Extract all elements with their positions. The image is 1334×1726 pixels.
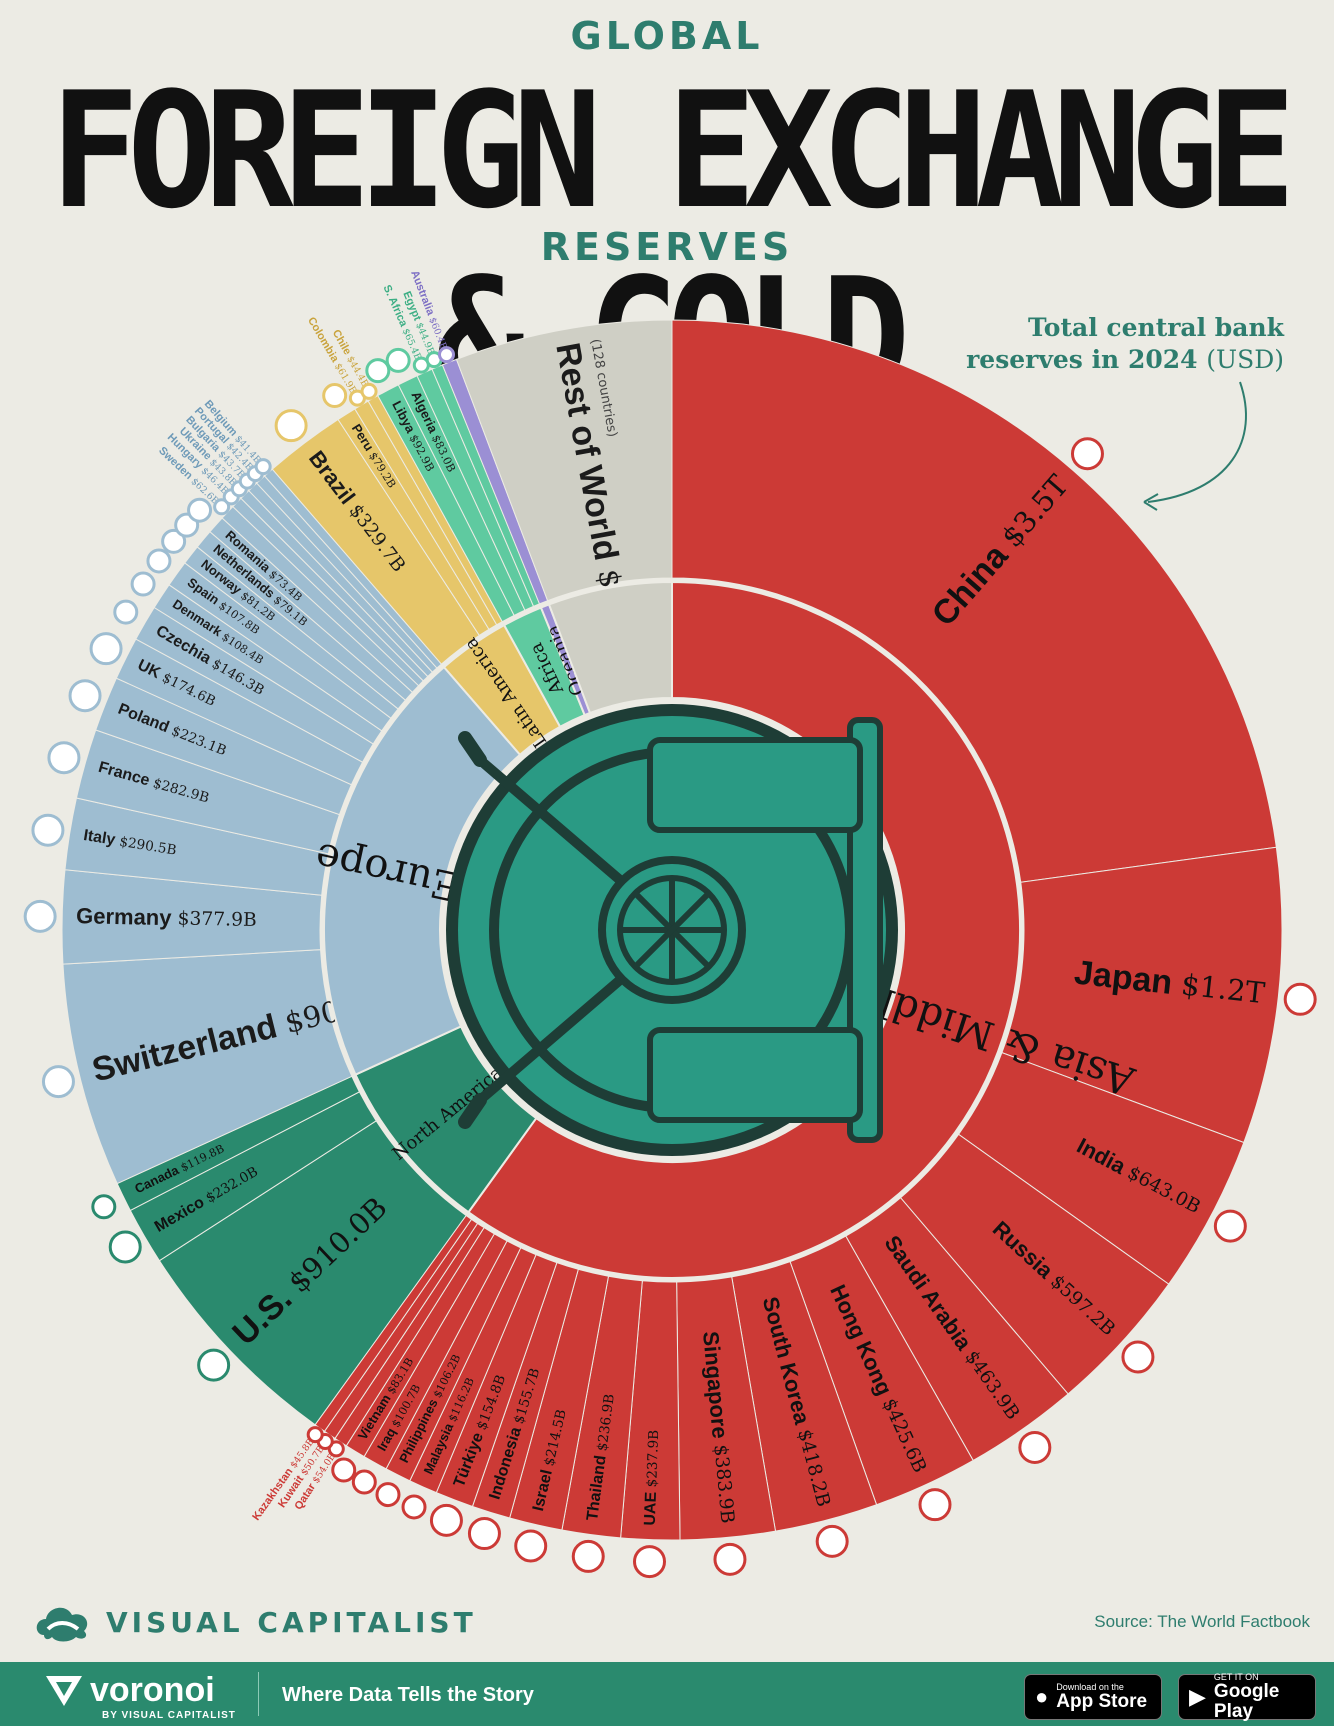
voronoi-name: voronoi	[90, 1671, 215, 1709]
country-flag-icon	[385, 347, 411, 373]
country-flag-icon	[331, 1457, 357, 1483]
country-flag-icon	[23, 899, 57, 933]
voronoi-icon	[46, 1676, 82, 1706]
country-flag-icon	[918, 1488, 952, 1522]
country-flag-icon	[351, 1469, 377, 1495]
country-flag-icon	[401, 1494, 427, 1520]
vault-door-icon	[446, 704, 898, 1156]
country-value: $377.9B	[177, 908, 257, 931]
country-flag-icon	[68, 679, 102, 713]
country-value: $236.9B	[594, 1393, 617, 1452]
vc-cloud-icon	[36, 1607, 88, 1642]
country-flag-icon	[146, 548, 172, 574]
country-flag-icon	[130, 571, 156, 597]
country-flag-icon	[91, 1194, 117, 1220]
country-flag-icon	[375, 1482, 401, 1508]
country-flag-icon	[41, 1065, 75, 1099]
country-flag-icon	[467, 1517, 501, 1551]
country-flag-icon	[47, 741, 81, 775]
gplay-small: GET IT ON	[1213, 1672, 1259, 1682]
country-flag-icon	[187, 497, 213, 523]
country-slice	[455, 319, 673, 602]
annotation-arrow	[1143, 381, 1247, 511]
country-flag-icon	[197, 1348, 231, 1382]
country-flag-icon	[213, 498, 231, 516]
annotation-unit: (USD)	[1206, 345, 1284, 374]
source-note: Source: The World Factbook	[1094, 1612, 1310, 1631]
country-name: Italy	[82, 827, 121, 850]
annotation-line2: reserves in 2024	[966, 345, 1198, 374]
country-flag-icon	[713, 1542, 747, 1576]
country-flag-icon	[633, 1545, 667, 1579]
gplay-big: Google Play	[1213, 1681, 1280, 1722]
country-flag-icon	[1283, 982, 1317, 1016]
country-slice	[671, 319, 1277, 883]
annotation: Total central bank reserves in 2024 (USD…	[966, 312, 1284, 376]
country-flag-icon	[161, 528, 187, 554]
play-icon: ▶	[1189, 1684, 1206, 1709]
country-flag-icon	[254, 458, 272, 476]
country-flag-icon	[1070, 437, 1104, 471]
country-label: UAE $237.9B	[642, 1430, 662, 1526]
country-flag-icon	[437, 346, 455, 364]
country-name: UAE	[642, 1487, 660, 1526]
apple-icon: ●	[1035, 1684, 1049, 1709]
country-value: $237.9B	[644, 1430, 662, 1488]
country-flag-icon	[1018, 1430, 1052, 1464]
country-flag-icon	[429, 1503, 463, 1537]
brand-name: VISUAL CAPITALIST	[106, 1605, 477, 1639]
appstore-small: Download on the	[1056, 1682, 1124, 1692]
country-flag-icon	[113, 599, 139, 625]
footer-divider	[258, 1672, 259, 1716]
country-label: Germany $377.9B	[76, 903, 257, 932]
country-flag-icon	[31, 813, 65, 847]
chart-title: FOREIGN EXCHANGE & GOLD	[50, 58, 1296, 430]
country-name: Germany	[76, 903, 178, 930]
country-flag-icon	[365, 358, 391, 384]
tagline: Where Data Tells the Story	[282, 1684, 534, 1706]
country-flag-icon	[1121, 1340, 1155, 1374]
country-flag-icon	[571, 1539, 605, 1573]
region-slice	[547, 580, 673, 715]
country-flag-icon	[1213, 1209, 1247, 1243]
annotation-line1: Total central bank	[1028, 313, 1284, 342]
google-play-button[interactable]: ▶ GET IT ON Google Play	[1178, 1672, 1316, 1722]
chart-kicker: GLOBAL	[570, 14, 764, 58]
voronoi-byline: BY VISUAL CAPITALIST	[102, 1710, 236, 1721]
country-flag-icon	[322, 383, 348, 409]
country-flag-icon	[274, 409, 308, 443]
country-flag-icon	[306, 1426, 324, 1444]
app-store-button[interactable]: ● Download on the App Store	[1024, 1674, 1162, 1720]
chart-subtitle: RESERVES	[540, 225, 794, 269]
country-flag-icon	[360, 382, 378, 400]
country-flag-icon	[89, 632, 123, 666]
country-flag-icon	[514, 1529, 548, 1563]
country-flag-icon	[815, 1524, 849, 1558]
visual-capitalist-logo[interactable]: VISUAL CAPITALIST	[34, 1601, 477, 1643]
voronoi-logo[interactable]: voronoi BY VISUAL CAPITALIST	[44, 1671, 235, 1721]
country-flag-icon	[108, 1230, 142, 1264]
appstore-big: App Store	[1056, 1691, 1148, 1712]
region-slice	[323, 665, 522, 1076]
